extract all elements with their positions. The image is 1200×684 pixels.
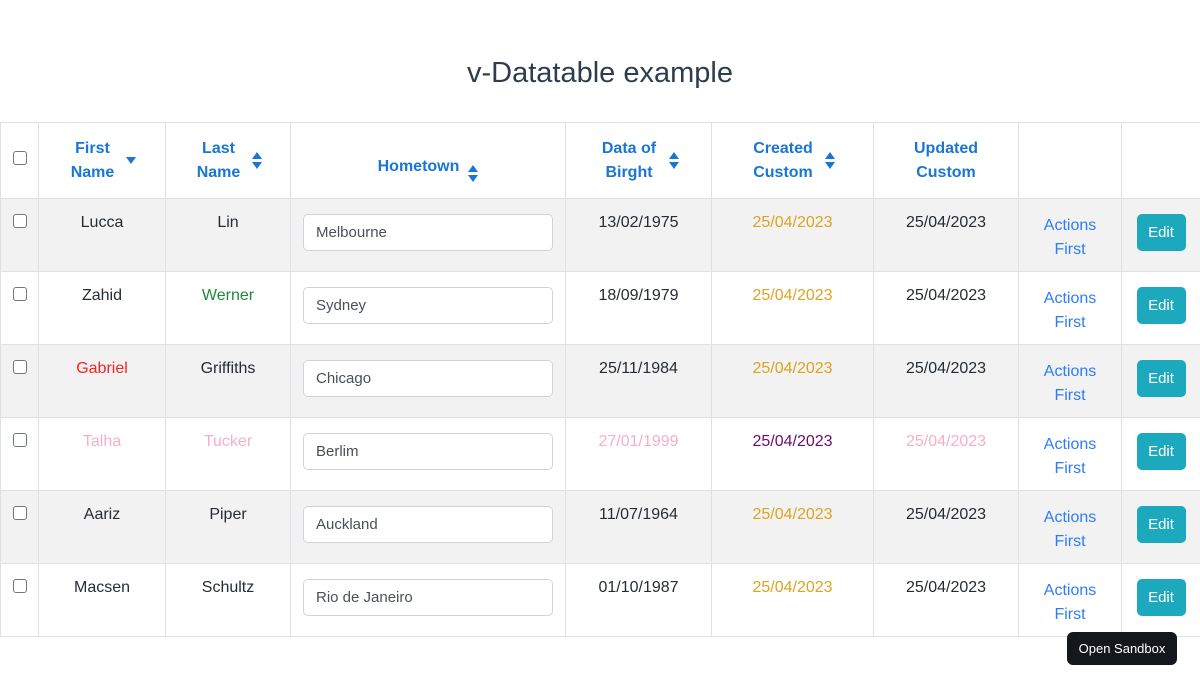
edit-button[interactable]: Edit (1137, 287, 1186, 324)
cell-created-custom: 25/04/2023 (752, 433, 832, 450)
header-updated-custom-label: Updated Custom (912, 137, 980, 185)
header-updated-custom: Updated Custom (874, 123, 1019, 199)
hometown-input[interactable] (303, 214, 553, 251)
row-checkbox[interactable] (13, 433, 27, 447)
edit-button[interactable]: Edit (1137, 360, 1186, 397)
actions-first-link[interactable]: Actions First (1034, 433, 1106, 481)
cell-created-custom: 25/04/2023 (752, 360, 832, 377)
cell-updated-custom: 25/04/2023 (906, 579, 986, 596)
cell-first-name: Aariz (84, 506, 120, 523)
cell-last-name: Lin (217, 214, 238, 231)
cell-first-name: Gabriel (76, 360, 128, 377)
sort-asc-desc-icon (669, 152, 679, 169)
header-row: First Name Last Name Hometown Data of Bi… (1, 123, 1200, 199)
header-date-of-birth[interactable]: Data of Birght (566, 123, 712, 199)
cell-last-name: Griffiths (201, 360, 256, 377)
actions-first-link[interactable]: Actions First (1034, 287, 1106, 335)
cell-created-custom: 25/04/2023 (752, 579, 832, 596)
header-date-of-birth-label: Data of Birght (598, 137, 660, 185)
actions-first-link[interactable]: Actions First (1034, 579, 1106, 627)
cell-first-name: Macsen (74, 579, 130, 596)
table-row: Zahid Werner 18/09/1979 25/04/2023 25/04… (1, 272, 1200, 345)
header-hometown[interactable]: Hometown (291, 123, 566, 199)
cell-created-custom: 25/04/2023 (752, 214, 832, 231)
datatable: First Name Last Name Hometown Data of Bi… (0, 122, 1200, 637)
edit-button[interactable]: Edit (1137, 214, 1186, 251)
cell-date-of-birth: 11/07/1964 (599, 506, 678, 523)
row-checkbox[interactable] (13, 506, 27, 520)
cell-last-name: Schultz (202, 579, 254, 596)
header-edit-cell (1122, 123, 1200, 199)
cell-last-name: Tucker (204, 433, 252, 450)
header-first-name-label: First Name (69, 137, 117, 185)
actions-first-link[interactable]: Actions First (1034, 214, 1106, 262)
cell-first-name: Talha (83, 433, 121, 450)
header-hometown-label: Hometown (378, 155, 460, 179)
hometown-input[interactable] (303, 360, 553, 397)
cell-last-name: Werner (202, 287, 254, 304)
header-last-name-label: Last Name (195, 137, 243, 185)
cell-created-custom: 25/04/2023 (752, 287, 832, 304)
open-sandbox-button[interactable]: Open Sandbox (1067, 632, 1177, 665)
select-all-checkbox[interactable] (13, 151, 27, 165)
header-actions-cell (1019, 123, 1122, 199)
row-checkbox[interactable] (13, 360, 27, 374)
table-row: Aariz Piper 11/07/1964 25/04/2023 25/04/… (1, 491, 1200, 564)
table-row: Talha Tucker 27/01/1999 25/04/2023 25/04… (1, 418, 1200, 491)
hometown-input[interactable] (303, 579, 553, 616)
cell-date-of-birth: 27/01/1999 (598, 433, 678, 450)
header-last-name[interactable]: Last Name (166, 123, 291, 199)
cell-updated-custom: 25/04/2023 (906, 214, 986, 231)
cell-last-name: Piper (209, 506, 246, 523)
cell-updated-custom: 25/04/2023 (906, 287, 986, 304)
hometown-input[interactable] (303, 433, 553, 470)
cell-created-custom: 25/04/2023 (752, 506, 832, 523)
cell-updated-custom: 25/04/2023 (906, 506, 986, 523)
cell-first-name: Zahid (82, 287, 122, 304)
cell-date-of-birth: 18/09/1979 (598, 287, 678, 304)
row-checkbox[interactable] (13, 579, 27, 593)
sort-asc-desc-icon (252, 152, 262, 169)
sort-desc-icon (126, 157, 136, 164)
row-checkbox[interactable] (13, 287, 27, 301)
table-row: Macsen Schultz 01/10/1987 25/04/2023 25/… (1, 564, 1200, 637)
header-created-custom[interactable]: Created Custom (712, 123, 874, 199)
cell-first-name: Lucca (81, 214, 124, 231)
table-row: Gabriel Griffiths 25/11/1984 25/04/2023 … (1, 345, 1200, 418)
cell-date-of-birth: 25/11/1984 (599, 360, 678, 377)
hometown-input[interactable] (303, 287, 553, 324)
actions-first-link[interactable]: Actions First (1034, 506, 1106, 554)
hometown-input[interactable] (303, 506, 553, 543)
edit-button[interactable]: Edit (1137, 433, 1186, 470)
cell-date-of-birth: 01/10/1987 (598, 579, 678, 596)
actions-first-link[interactable]: Actions First (1034, 360, 1106, 408)
header-created-custom-label: Created Custom (750, 137, 816, 185)
sort-asc-desc-icon (825, 152, 835, 169)
edit-button[interactable]: Edit (1137, 579, 1186, 616)
cell-date-of-birth: 13/02/1975 (598, 214, 678, 231)
row-checkbox[interactable] (13, 214, 27, 228)
table-row: Lucca Lin 13/02/1975 25/04/2023 25/04/20… (1, 199, 1200, 272)
header-select-cell (1, 123, 39, 199)
cell-updated-custom: 25/04/2023 (906, 433, 986, 450)
cell-updated-custom: 25/04/2023 (906, 360, 986, 377)
sort-asc-desc-icon (468, 165, 478, 182)
page-title: v-Datatable example (0, 54, 1200, 92)
header-first-name[interactable]: First Name (39, 123, 166, 199)
edit-button[interactable]: Edit (1137, 506, 1186, 543)
